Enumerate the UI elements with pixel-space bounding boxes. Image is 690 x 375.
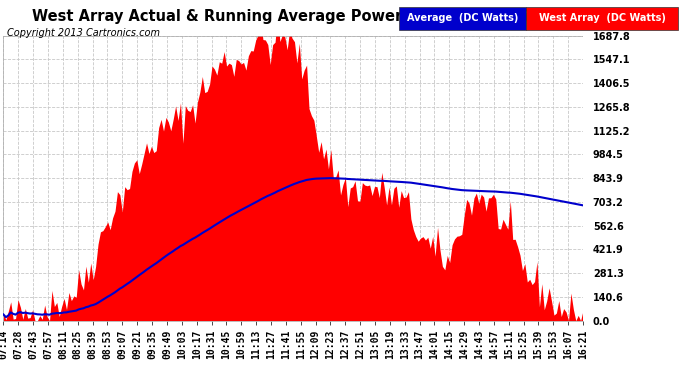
Text: Copyright 2013 Cartronics.com: Copyright 2013 Cartronics.com [7,28,160,38]
Text: West Array Actual & Running Average Power Mon Dec 30 16:24: West Array Actual & Running Average Powe… [32,9,555,24]
Text: West Array  (DC Watts): West Array (DC Watts) [539,13,666,23]
Text: Average  (DC Watts): Average (DC Watts) [407,13,518,23]
